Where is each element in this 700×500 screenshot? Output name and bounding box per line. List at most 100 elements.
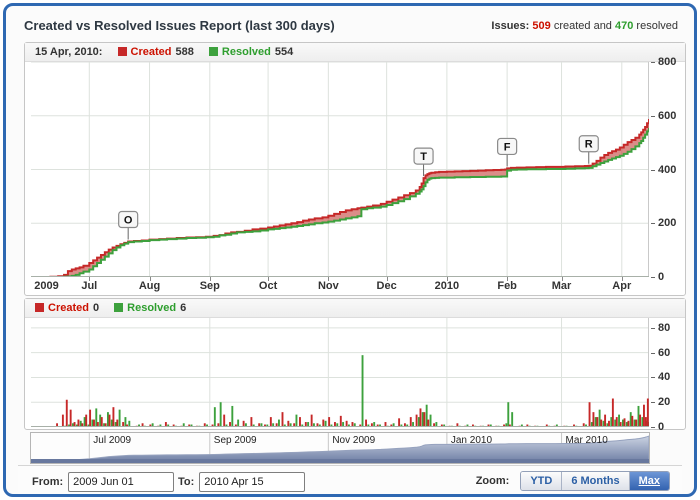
range-navigator[interactable]: Jul 2009 Sep 2009 Nov 2009 Jan 2010 Mar 2010 bbox=[30, 432, 650, 464]
resolved-bar bbox=[206, 424, 209, 427]
resolved-bar bbox=[555, 424, 558, 427]
daily-plot-area[interactable] bbox=[31, 318, 649, 427]
created-bar bbox=[419, 408, 422, 427]
resolved-bar bbox=[190, 424, 193, 427]
cumulative-y-axis: 0 200 400 600 800 bbox=[651, 56, 683, 283]
flag-marker-r[interactable]: R bbox=[578, 135, 599, 164]
navigator-month-label: Mar 2010 bbox=[565, 435, 608, 446]
resolved-swatch-icon bbox=[208, 47, 218, 56]
created-bar bbox=[384, 422, 387, 427]
created-bar bbox=[112, 407, 115, 427]
resolved-bar bbox=[231, 405, 234, 427]
created-bar bbox=[322, 419, 325, 427]
y-axis-label: 60 bbox=[658, 346, 671, 359]
navigator-month-label: Jul 2009 bbox=[93, 435, 132, 446]
daily-chart-legend: Created 0 Resolved 6 bbox=[25, 299, 685, 318]
cumulative-chart-svg[interactable]: O T F R bbox=[31, 62, 649, 277]
header: Created vs Resolved Issues Report (last … bbox=[24, 16, 678, 38]
created-bar bbox=[116, 419, 119, 427]
navigator-scrollbar[interactable] bbox=[31, 459, 649, 463]
zoom-label: Zoom: bbox=[475, 474, 510, 487]
y-tick bbox=[651, 169, 655, 171]
flag-marker-o[interactable]: O bbox=[118, 210, 139, 240]
created-bar bbox=[122, 422, 125, 427]
created-bar bbox=[433, 423, 436, 427]
created-bar bbox=[281, 412, 284, 427]
created-bar bbox=[188, 424, 191, 427]
x-axis-label: Oct bbox=[258, 280, 278, 292]
zoom-max-button[interactable]: Max bbox=[629, 472, 669, 490]
resolved-bar bbox=[75, 424, 78, 427]
created-bar bbox=[403, 423, 406, 427]
flag-marker-f[interactable]: F bbox=[497, 137, 518, 167]
resolved-bar bbox=[266, 424, 269, 427]
created-bar bbox=[351, 422, 354, 427]
from-date-input[interactable] bbox=[68, 472, 175, 492]
created-bar bbox=[376, 424, 379, 427]
created-bar bbox=[359, 424, 362, 427]
created-bar bbox=[600, 419, 603, 427]
navigator-svg[interactable] bbox=[30, 433, 650, 463]
resolved-bar bbox=[406, 424, 409, 427]
flag-marker-t[interactable]: T bbox=[413, 147, 434, 177]
created-bar bbox=[73, 422, 76, 427]
created-bar bbox=[69, 409, 72, 427]
x-tick bbox=[89, 277, 91, 281]
resolved-bar bbox=[373, 422, 376, 427]
resolved-count: 470 bbox=[615, 20, 634, 32]
created-bar bbox=[96, 422, 99, 427]
resolved-bar bbox=[219, 402, 222, 427]
created-bar bbox=[409, 417, 412, 427]
y-tick bbox=[651, 352, 655, 354]
resolved-bar bbox=[618, 414, 621, 427]
created-label: Created bbox=[48, 302, 89, 314]
resolved-bar bbox=[507, 402, 510, 427]
zoom-6months-button[interactable]: 6 Months bbox=[562, 472, 630, 490]
created-bar bbox=[65, 399, 68, 427]
created-bar bbox=[287, 420, 290, 427]
resolved-bar bbox=[324, 420, 327, 427]
created-bar bbox=[592, 412, 595, 427]
resolved-swatch-icon bbox=[114, 303, 124, 312]
resolved-bar bbox=[421, 412, 424, 427]
y-tick bbox=[651, 327, 655, 329]
created-bar bbox=[316, 423, 319, 427]
created-bar bbox=[423, 412, 426, 427]
x-axis-label: 2010 bbox=[434, 280, 460, 292]
resolved-bar bbox=[138, 424, 140, 427]
created-bar bbox=[89, 409, 92, 427]
resolved-bar bbox=[87, 424, 90, 427]
y-tick bbox=[651, 223, 655, 225]
created-bar bbox=[487, 424, 490, 427]
created-bar bbox=[304, 422, 307, 427]
zoom-ytd-button[interactable]: YTD bbox=[521, 472, 563, 490]
to-date-input[interactable] bbox=[199, 472, 306, 492]
resolved-bar bbox=[353, 423, 356, 427]
resolved-bar bbox=[614, 419, 617, 427]
cumulative-plot-area[interactable]: O T F R bbox=[31, 62, 649, 277]
resolved-bar bbox=[641, 417, 644, 427]
daily-chart-panel: Created 0 Resolved 6 0 20 40 60 80 bbox=[24, 298, 686, 433]
resolved-bar bbox=[511, 412, 514, 427]
created-bar bbox=[310, 414, 313, 427]
created-bar bbox=[370, 423, 373, 427]
resolved-bar bbox=[307, 422, 310, 427]
created-bar bbox=[635, 419, 638, 427]
x-tick bbox=[621, 277, 623, 281]
y-axis-label: 80 bbox=[658, 321, 671, 334]
resolved-bar bbox=[312, 423, 315, 427]
daily-chart-svg[interactable] bbox=[31, 318, 649, 427]
created-bar bbox=[293, 423, 296, 427]
y-tick bbox=[651, 62, 655, 63]
created-bar bbox=[415, 414, 418, 427]
resolved-bar bbox=[79, 420, 82, 427]
created-bar bbox=[588, 402, 591, 427]
created-bar bbox=[299, 417, 301, 427]
y-axis-label: 20 bbox=[658, 396, 671, 409]
resolved-bar bbox=[237, 419, 240, 427]
created-bar bbox=[623, 418, 626, 427]
created-bar bbox=[250, 417, 253, 427]
created-bar bbox=[471, 424, 474, 427]
created-bar bbox=[172, 424, 175, 427]
